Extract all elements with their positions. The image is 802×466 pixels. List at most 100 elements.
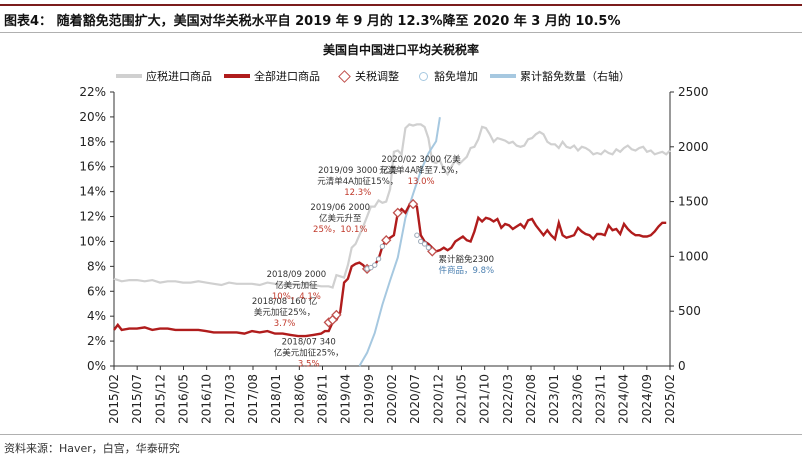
tariff-adjustment-marker — [392, 207, 403, 218]
y-right-tick-label: 2000 — [678, 140, 709, 154]
y-left-tick-label: 2% — [87, 334, 106, 348]
annotation-text: 累计豁免2300 — [438, 254, 494, 265]
chart-legend: 应税进口商品 全部进口商品 关税调整 豁免增加 累计豁免数量（右轴） — [116, 68, 642, 84]
legend-swatch-applicable — [116, 74, 142, 78]
x-tick-label: 2022/03 — [501, 374, 515, 424]
exemption-added-marker — [379, 243, 386, 250]
y-left-tick-label: 10% — [79, 234, 106, 248]
annotation-text: 2019/09 3000 亿美 — [318, 165, 398, 176]
exemption-added-marker — [418, 238, 424, 245]
figure-title: 图表4： 随着豁免范围扩大，美国对华关税水平自 2019 年 9 月的 12.3… — [4, 14, 621, 29]
annotation-text: 2018/09 2000 — [267, 270, 327, 280]
x-tick-label: 2022/08 — [524, 374, 538, 424]
y-right-tick-label: 1500 — [678, 195, 709, 209]
annotation-text: 美元加征25%， — [254, 307, 315, 318]
annotation-text: 件商品，9.8% — [438, 265, 494, 276]
y-left-tick-label: 8% — [87, 259, 106, 273]
bottom-rule — [0, 434, 802, 435]
legend-item-tariff-adjustment: 关税调整 — [332, 68, 399, 84]
top-rule — [0, 4, 802, 6]
x-tick-label: 2023/01 — [547, 374, 561, 424]
tariff-adjustment-marker — [381, 235, 392, 246]
x-tick-label: 2016/10 — [200, 374, 214, 424]
x-tick-label: 2021/05 — [455, 374, 469, 424]
y-right-tick-label: 500 — [678, 304, 701, 318]
annotation-text: 2019/06 2000 — [310, 203, 370, 213]
y-left-tick-label: 22% — [79, 85, 106, 99]
x-tick-label: 2024/04 — [617, 374, 631, 424]
annotation-text: 亿美元加征 — [275, 280, 318, 291]
title-separator — [0, 32, 802, 33]
legend-item-all-imports: 全部进口商品 — [224, 68, 320, 84]
legend-label-exemption-added: 豁免增加 — [434, 70, 478, 83]
x-tick-label: 2020/02 — [385, 374, 399, 424]
annotation-text: 10%，4.1% — [272, 292, 321, 302]
y-left-tick-label: 14% — [79, 185, 106, 199]
series-all-imports-line — [113, 202, 667, 338]
legend-item-applicable: 应税进口商品 — [116, 68, 212, 84]
x-tick-label: 2018/11 — [316, 374, 330, 424]
x-tick-label: 2025/02 — [663, 374, 677, 424]
y-left-tick-label: 20% — [79, 110, 106, 124]
x-tick-label: 2015/02 — [107, 374, 121, 424]
exemption-added-marker — [421, 241, 428, 247]
y-left-tick-label: 12% — [79, 210, 106, 224]
y-right-tick-label: 0 — [678, 359, 686, 373]
annotation-text: 元清单4A加征15%， — [317, 176, 398, 187]
x-tick-label: 2023/06 — [570, 374, 584, 424]
exemption-added-marker — [414, 232, 420, 238]
x-tick-label: 2019/09 — [362, 374, 376, 424]
x-tick-label: 2023/11 — [594, 374, 608, 424]
legend-label-cumulative: 累计豁免数量（右轴） — [520, 70, 630, 83]
source-note: 资料来源：Haver，白宫，华泰研究 — [4, 442, 180, 455]
x-tick-label: 2018/06 — [292, 374, 306, 424]
exemption-added-marker — [368, 264, 374, 271]
annotation-text: 元清单4A降至7.5%， — [379, 165, 463, 176]
y-left-tick-label: 18% — [79, 135, 106, 149]
y-left-tick-label: 0% — [87, 359, 106, 373]
x-tick-label: 2015/07 — [130, 374, 144, 424]
x-tick-label: 2015/12 — [153, 374, 167, 424]
x-tick-label: 2016/05 — [177, 374, 191, 424]
y-left-tick-label: 16% — [79, 160, 106, 174]
tariff-adjustment-marker — [331, 309, 342, 321]
legend-swatch-all-imports — [224, 74, 250, 78]
series-applicable-line — [113, 123, 671, 289]
annotation-text: 2020/02 3000 亿美 — [381, 154, 461, 165]
annotation-text: 亿美元升至 — [319, 213, 362, 224]
series-cumulative-exemptions-line — [358, 117, 441, 367]
y-left-tick-label: 4% — [87, 309, 106, 323]
annotation-text: 25%，10.1% — [313, 225, 367, 235]
legend-item-exemption-added: 豁免增加 — [411, 68, 478, 84]
annotation-text: 亿美元加征25%， — [274, 347, 344, 358]
annotation-text: 2018/07 340 — [282, 337, 336, 347]
x-tick-label: 2017/08 — [246, 374, 260, 424]
annotation-text: 2018/08 160 亿 — [252, 296, 317, 307]
exemption-added-marker — [372, 262, 378, 268]
legend-swatch-cumulative — [490, 74, 516, 78]
x-tick-label: 2020/07 — [408, 374, 422, 424]
x-tick-label: 2024/09 — [640, 374, 654, 424]
x-tick-label: 2018/01 — [269, 374, 283, 424]
annotation-text: 3.5% — [298, 359, 320, 369]
y-left-tick-label: 6% — [87, 284, 106, 298]
x-tick-label: 2019/04 — [339, 374, 353, 424]
x-tick-label: 2017/03 — [223, 374, 237, 424]
legend-label-tariff-adjustment: 关税调整 — [355, 70, 399, 83]
annotation-text: 3.7% — [274, 319, 296, 329]
legend-item-cumulative: 累计豁免数量（右轴） — [490, 68, 630, 84]
x-tick-label: 2021/10 — [478, 374, 492, 424]
legend-label-all-imports: 全部进口商品 — [254, 70, 320, 83]
exemption-added-marker — [425, 244, 432, 251]
y-right-tick-label: 2500 — [678, 85, 709, 99]
legend-marker-circle-icon — [419, 71, 428, 81]
y-right-tick-label: 1000 — [678, 249, 709, 263]
annotation-text: 13.0% — [408, 177, 435, 187]
x-tick-label: 2020/12 — [431, 374, 445, 424]
tariff-adjustment-marker — [407, 198, 419, 210]
annotation-text: 12.3% — [344, 188, 371, 198]
chart-title: 美国自中国进口平均关税税率 — [322, 43, 479, 57]
exemption-added-marker — [375, 256, 382, 262]
legend-label-applicable: 应税进口商品 — [146, 70, 212, 83]
